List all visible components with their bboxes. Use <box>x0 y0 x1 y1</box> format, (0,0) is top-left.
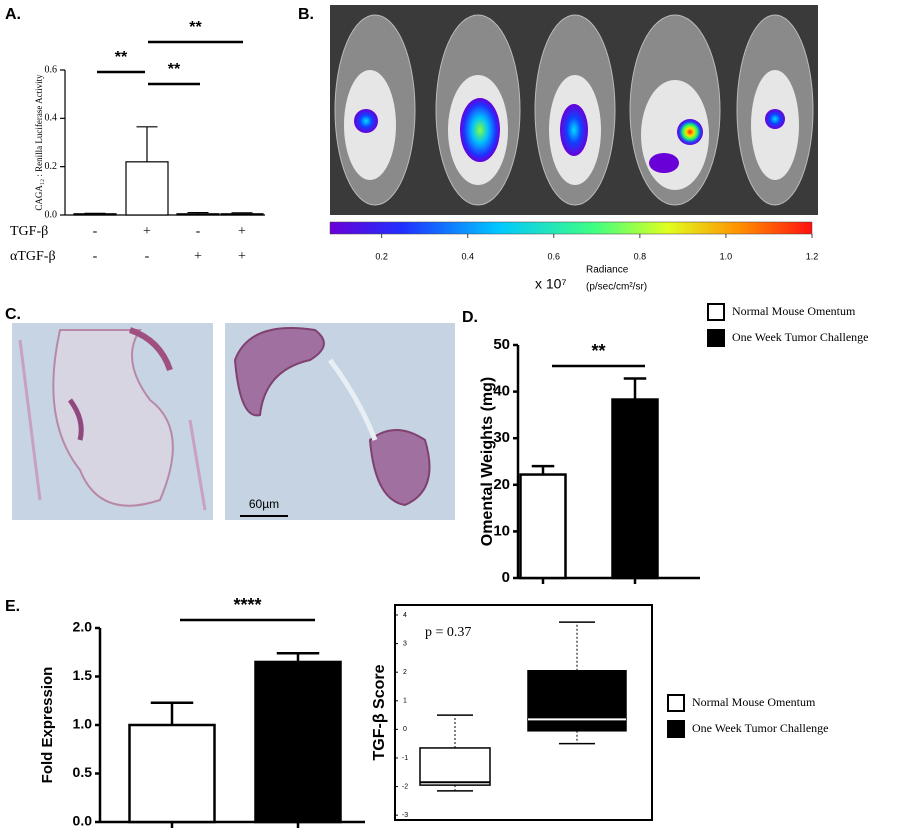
box <box>419 747 491 786</box>
treatment-sign: + <box>143 224 151 239</box>
plot-frame <box>394 604 653 821</box>
y-tick-label: 2 <box>403 669 407 676</box>
significance-label: **** <box>233 595 261 615</box>
legend-swatch <box>667 720 685 738</box>
y-tick-label: 3 <box>403 640 407 647</box>
mouse-image <box>329 5 818 235</box>
treatment-sign: + <box>238 249 246 264</box>
panel-label: E. <box>5 598 20 615</box>
y-tick-label: 0.6 <box>45 64 58 75</box>
legend-label: One Week Tumor Challenge <box>732 330 868 344</box>
y-tick-label: 2.0 <box>73 619 93 635</box>
bar <box>73 213 117 216</box>
y-tick-label: 1.5 <box>73 667 93 683</box>
panel-label: C. <box>5 306 21 323</box>
y-tick-label: 1 <box>403 698 407 705</box>
y-tick-label: 50 <box>493 336 510 353</box>
colorbar-multiplier: x 10⁷ <box>535 276 567 292</box>
colorbar-title: Radiance <box>586 265 629 276</box>
bar <box>125 161 169 216</box>
box <box>527 670 627 732</box>
treatment-label: αTGF-β <box>10 249 56 264</box>
y-tick-label: 0.2 <box>45 161 58 172</box>
legend-label: One Week Tumor Challenge <box>692 721 828 735</box>
treatment-label: TGF-β <box>10 224 48 239</box>
y-axis-label: CAGA₁₂ : Renilla Luciferase Activity <box>34 74 44 211</box>
legend-swatch <box>707 329 725 347</box>
y-tick-label: -2 <box>402 783 408 790</box>
panel-label: A. <box>5 6 21 23</box>
treatment-sign: + <box>238 224 246 239</box>
bar <box>220 213 264 216</box>
y-tick-label: 0.4 <box>45 113 58 124</box>
treatment-sign: - <box>93 249 98 264</box>
significance-label: ** <box>115 49 128 66</box>
treatment-sign: - <box>93 224 98 239</box>
scale-bar-label: 60µm <box>249 497 279 511</box>
bar <box>176 213 220 216</box>
y-tick-label: 4 <box>403 612 407 619</box>
y-tick-label: 40 <box>493 383 510 400</box>
panel-label: D. <box>462 309 478 326</box>
y-tick-label: 30 <box>493 429 510 446</box>
colorbar-tick-label: 0.2 <box>375 251 388 261</box>
y-tick-label: 0 <box>502 569 510 586</box>
panel-label: B. <box>298 6 314 23</box>
legend-swatch <box>667 694 685 712</box>
treatment-sign: + <box>194 249 202 264</box>
y-tick-label: 0.0 <box>45 209 58 220</box>
y-tick-label: 10 <box>493 522 510 539</box>
y-axis-label: Omental Weights (mg) <box>479 377 496 547</box>
y-tick-label: 0.0 <box>73 813 93 829</box>
y-tick-label: 1.0 <box>73 716 93 732</box>
colorbar-tick-label: 0.4 <box>461 251 474 261</box>
bar <box>611 398 659 580</box>
significance-label: ** <box>189 19 202 36</box>
y-tick-label: 20 <box>493 476 510 493</box>
y-axis-label: Fold Expression <box>39 667 56 784</box>
colorbar-tick-label: 1.2 <box>806 251 819 261</box>
colorbar-tick-label: 0.6 <box>548 251 561 261</box>
colorbar-tick-label: 1.0 <box>720 251 733 261</box>
colorbar-tick-label: 0.8 <box>634 251 647 261</box>
p-value: p = 0.37 <box>425 625 471 640</box>
y-axis-label: TGF-β Score <box>371 664 388 760</box>
bar <box>128 723 216 824</box>
bar <box>254 660 342 824</box>
bar <box>519 473 567 580</box>
y-tick-label: -1 <box>402 755 408 762</box>
y-tick-label: 0.5 <box>73 764 93 780</box>
y-tick-label: 0 <box>403 726 407 733</box>
significance-label: ** <box>591 341 605 361</box>
treatment-sign: - <box>145 249 150 264</box>
histology-image <box>12 323 455 520</box>
significance-label: ** <box>168 61 181 78</box>
treatment-sign: - <box>196 224 201 239</box>
colorbar-units: (p/sec/cm²/sr) <box>586 282 647 293</box>
legend-swatch <box>707 303 725 321</box>
y-tick-label: -3 <box>402 812 408 819</box>
legend-label: Normal Mouse Omentum <box>692 695 816 709</box>
legend-label: Normal Mouse Omentum <box>732 304 856 318</box>
